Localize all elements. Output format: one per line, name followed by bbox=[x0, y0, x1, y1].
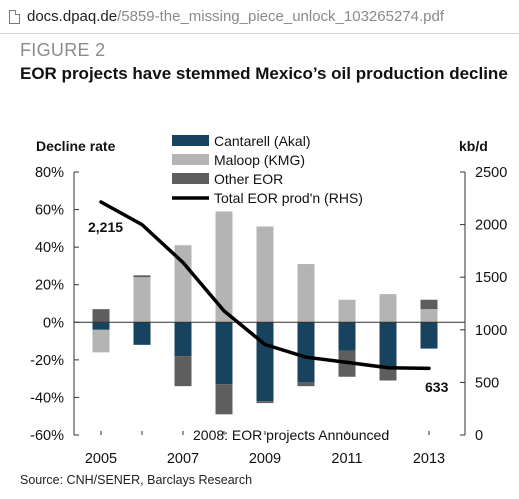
bar-other-2006 bbox=[133, 275, 151, 278]
left-tick-label: -40% bbox=[30, 390, 64, 406]
address-bar[interactable]: docs.dpaq.de/5859-the_missing_piece_unlo… bbox=[0, 0, 519, 34]
bar-maloop-2007 bbox=[174, 245, 192, 323]
total-eor-point-2011 bbox=[345, 361, 349, 364]
right-tick-label: 2500 bbox=[475, 165, 507, 181]
x-tick-label: 2007 bbox=[167, 451, 199, 467]
bar-cantarell-2008 bbox=[215, 322, 233, 385]
total-eor-point-2013 bbox=[427, 367, 431, 370]
bar-cantarell-2012 bbox=[379, 322, 397, 368]
right-tick-label: 0 bbox=[475, 428, 483, 444]
left-tick-label: 0% bbox=[43, 315, 64, 331]
bar-other-2009 bbox=[256, 401, 274, 404]
x-tick-label: 2011 bbox=[331, 451, 362, 467]
x-tick-label: 2009 bbox=[249, 451, 281, 467]
left-tick-label: -60% bbox=[30, 428, 64, 444]
left-axis-title: Decline rate bbox=[36, 138, 116, 154]
legend-swatch-other bbox=[172, 173, 209, 184]
legend-entry: Other EOR bbox=[214, 171, 283, 187]
total-eor-point-2006 bbox=[140, 223, 144, 226]
bar-other-2010 bbox=[297, 382, 315, 387]
total-eor-point-2005 bbox=[99, 200, 103, 204]
legend-entry: Total EOR prod'n (RHS) bbox=[214, 190, 363, 206]
bar-other-2012 bbox=[379, 367, 397, 381]
left-tick-label: 40% bbox=[35, 240, 64, 256]
figure-title: EOR projects have stemmed Mexico’s oil p… bbox=[20, 64, 508, 83]
bar-maloop-2010 bbox=[297, 264, 315, 323]
bar-maloop-2006 bbox=[133, 277, 151, 323]
bar-other-2013 bbox=[420, 299, 438, 310]
source-note: Source: CNH/SENER, Barclays Research bbox=[20, 473, 253, 487]
left-tick-label: 80% bbox=[35, 165, 64, 181]
right-tick-label: 1000 bbox=[475, 323, 507, 339]
bar-cantarell-2007 bbox=[174, 322, 192, 357]
left-tick-label: 60% bbox=[35, 203, 64, 219]
bar-maloop-2009 bbox=[256, 226, 274, 323]
total-eor-point-2010 bbox=[304, 355, 308, 359]
url-text[interactable]: docs.dpaq.de/5859-the_missing_piece_unlo… bbox=[27, 8, 444, 25]
total-eor-point-2008 bbox=[222, 309, 226, 313]
bar-maloop-2008 bbox=[215, 211, 233, 323]
bar-cantarell-2005 bbox=[92, 322, 110, 330]
bar-other-2007 bbox=[174, 356, 192, 387]
x-tick-label: 2005 bbox=[85, 451, 117, 467]
event-annotation: 2008: EOR projects Announced bbox=[193, 427, 389, 443]
legend-entry: Cantarell (Akal) bbox=[214, 133, 310, 149]
legend-swatch-maloop bbox=[172, 154, 209, 165]
bar-maloop-2011 bbox=[338, 299, 356, 323]
bar-cantarell-2006 bbox=[133, 322, 151, 345]
end-value-label: 633 bbox=[425, 379, 449, 395]
bar-other-2008 bbox=[215, 384, 233, 415]
right-axis-title: kb/d bbox=[459, 138, 488, 154]
bar-maloop-2012 bbox=[379, 294, 397, 323]
bar-cantarell-2011 bbox=[338, 322, 356, 351]
bar-maloop-2005 bbox=[92, 329, 110, 353]
bar-cantarell-2010 bbox=[297, 322, 315, 383]
total-eor-point-2012 bbox=[386, 366, 390, 369]
url-domain: docs.dpaq.de bbox=[27, 8, 118, 25]
left-tick-label: 20% bbox=[35, 278, 64, 294]
total-eor-point-2007 bbox=[181, 261, 185, 264]
bar-cantarell-2009 bbox=[256, 322, 274, 402]
total-eor-point-2009 bbox=[263, 343, 267, 346]
eor-chart: -60% -40% -20% 0% 20% 40% 60% 80% 0 500 1000 1500 20… bbox=[30, 133, 507, 467]
legend-swatch-cantarell bbox=[172, 135, 209, 146]
legend-entry: Maloop (KMG) bbox=[214, 152, 305, 168]
figure-label: FIGURE 2 bbox=[20, 40, 106, 60]
bar-cantarell-2013 bbox=[420, 322, 438, 349]
x-tick-label: 2013 bbox=[413, 451, 445, 467]
bar-maloop-2013 bbox=[420, 309, 438, 323]
right-tick-label: 1500 bbox=[475, 270, 507, 286]
page-icon bbox=[9, 9, 20, 24]
left-tick-label: -20% bbox=[30, 353, 64, 369]
bar-other-2005 bbox=[92, 309, 110, 323]
url-path: /5859-the_missing_piece_unlock_103265274… bbox=[117, 8, 444, 25]
right-tick-label: 500 bbox=[475, 375, 499, 391]
right-tick-label: 2000 bbox=[475, 218, 507, 234]
start-value-label: 2,215 bbox=[88, 219, 123, 235]
